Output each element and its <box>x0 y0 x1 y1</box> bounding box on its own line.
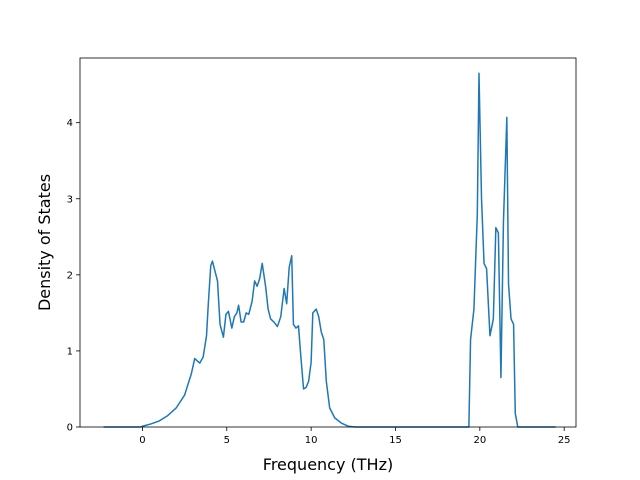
x-tick-label: 0 <box>139 435 145 446</box>
series-layer <box>103 72 556 428</box>
x-tick-label: 15 <box>389 435 402 446</box>
x-tick-label: 25 <box>558 435 571 446</box>
y-tick-label: 0 <box>67 423 73 434</box>
y-tick-label: 1 <box>67 346 73 357</box>
x-tick-label: 20 <box>473 435 486 446</box>
y-tick-label: 2 <box>67 270 73 281</box>
dos-series-line <box>103 72 556 428</box>
y-tick-label: 4 <box>67 118 73 129</box>
plot-frame <box>79 57 577 428</box>
x-axis-title: Frequency (THz) <box>263 455 393 474</box>
ticks-layer: 0 5 10 15 20 25 0 1 2 3 4 <box>67 118 571 446</box>
x-tick-label: 5 <box>224 435 230 446</box>
y-tick-label: 3 <box>67 194 73 205</box>
y-axis-title: Density of States <box>35 174 54 311</box>
x-tick-label: 10 <box>305 435 318 446</box>
